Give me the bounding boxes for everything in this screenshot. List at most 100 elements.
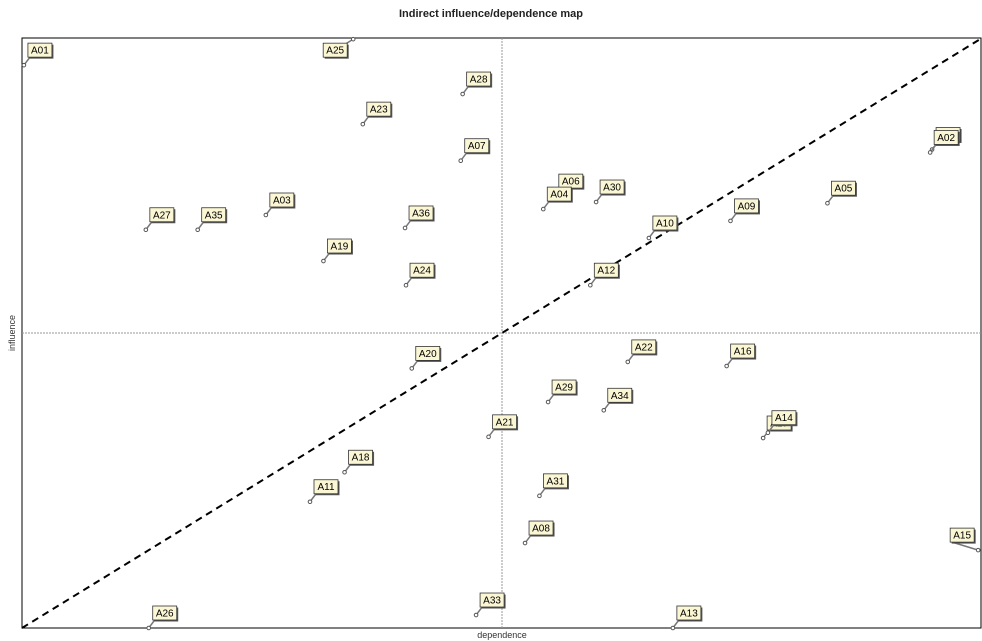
point-label: A29 (555, 383, 573, 394)
data-point-a22[interactable]: A22 (625, 339, 658, 365)
data-point-a14[interactable]: A14 (765, 410, 798, 436)
data-point-a08[interactable]: A08 (522, 520, 555, 546)
label-box (479, 592, 505, 608)
label-box (528, 520, 554, 536)
point-marker (342, 469, 347, 475)
label-box (652, 215, 678, 231)
point-marker (670, 625, 676, 631)
point-label: A08 (532, 524, 550, 535)
data-point-a24[interactable]: A24 (403, 262, 436, 288)
point-marker (540, 206, 546, 212)
data-point-a27[interactable]: A27 (143, 207, 176, 233)
point-marker (350, 36, 356, 42)
data-point-a33[interactable]: A33 (473, 592, 506, 618)
label-box (771, 410, 797, 426)
point-label: A06 (562, 177, 580, 188)
point-marker (473, 612, 479, 618)
label-box (152, 605, 178, 621)
data-point-a19[interactable]: A19 (321, 238, 353, 264)
data-point-a29[interactable]: A29 (545, 379, 578, 405)
point-label: A18 (352, 453, 370, 464)
point-label: A14 (775, 413, 793, 424)
y-axis-title: influence (7, 315, 17, 351)
point-label: A11 (317, 482, 334, 493)
label-box (551, 379, 577, 395)
point-label: A23 (370, 105, 388, 116)
point-marker (21, 62, 27, 68)
point-marker (625, 359, 631, 365)
point-marker (307, 499, 313, 505)
point-label: A28 (470, 75, 488, 86)
point-label: A10 (656, 219, 674, 230)
data-point-a05[interactable]: A05 (825, 180, 857, 206)
data-point-a03[interactable]: A03 (263, 192, 296, 218)
data-point-a18[interactable]: A18 (342, 449, 375, 475)
point-marker (728, 218, 733, 224)
point-marker (724, 363, 729, 369)
point-label: A13 (680, 609, 698, 620)
label-box (492, 414, 517, 430)
label-box (593, 262, 619, 278)
data-point-a15[interactable]: A15 (949, 527, 981, 553)
data-point-a23[interactable]: A23 (360, 101, 393, 127)
data-point-a11[interactable]: A11 (307, 479, 340, 505)
data-point-a06[interactable]: A06 (552, 173, 585, 199)
data-point-a26[interactable]: A26 (146, 605, 179, 631)
point-label: A15 (953, 531, 971, 542)
point-marker (146, 625, 152, 631)
data-point-a07[interactable]: A07 (458, 138, 491, 164)
point-marker (825, 200, 830, 206)
data-point-a13[interactable]: A13 (670, 605, 703, 631)
label-box (599, 179, 625, 195)
point-label: A04 (550, 190, 568, 201)
label-box (313, 479, 339, 495)
point-marker (537, 493, 542, 499)
point-label: A19 (331, 242, 349, 253)
point-marker (460, 91, 465, 97)
point-marker (975, 547, 981, 553)
data-point-a01[interactable]: A01 (21, 42, 54, 68)
point-label: A12 (597, 266, 615, 277)
data-point-a28[interactable]: A28 (460, 71, 493, 97)
data-point-a35[interactable]: A35 (195, 207, 228, 233)
label-box (607, 387, 633, 403)
point-marker (409, 366, 415, 371)
point-marker (601, 407, 607, 413)
data-point-a09[interactable]: A09 (728, 198, 760, 224)
data-point-a04[interactable]: A04 (540, 186, 573, 212)
label-box (933, 130, 959, 145)
data-point-a16[interactable]: A16 (724, 343, 757, 369)
point-label: A26 (156, 609, 174, 620)
point-label: A33 (483, 596, 501, 607)
point-label: A09 (738, 201, 756, 212)
label-box (631, 339, 657, 355)
label-box (543, 473, 568, 489)
label-box (546, 186, 572, 202)
point-marker (927, 150, 933, 155)
point-marker (143, 227, 149, 233)
point-label: A05 (835, 184, 853, 195)
label-box (408, 205, 434, 221)
label-box (366, 101, 392, 117)
point-label: A34 (611, 391, 629, 402)
point-label: A03 (273, 196, 291, 207)
data-point-a12[interactable]: A12 (588, 262, 620, 288)
label-box (322, 42, 348, 58)
data-point-a02[interactable]: A02 (927, 130, 960, 155)
data-point-a34[interactable]: A34 (601, 387, 634, 413)
data-point-a20[interactable]: A20 (409, 345, 442, 371)
point-label: A36 (412, 208, 430, 219)
data-point-a25[interactable]: A25 (322, 36, 356, 59)
data-point-a10[interactable]: A10 (646, 215, 679, 241)
label-box (676, 605, 702, 621)
data-point-a31[interactable]: A31 (537, 473, 569, 499)
label-box (415, 345, 441, 361)
label-box (409, 262, 435, 278)
point-marker (321, 258, 326, 264)
point-marker (402, 225, 408, 231)
point-marker (545, 399, 551, 405)
data-point-a30[interactable]: A30 (593, 179, 626, 205)
data-point-a21[interactable]: A21 (486, 414, 519, 440)
point-label: A24 (413, 266, 431, 277)
data-point-a36[interactable]: A36 (402, 205, 435, 231)
